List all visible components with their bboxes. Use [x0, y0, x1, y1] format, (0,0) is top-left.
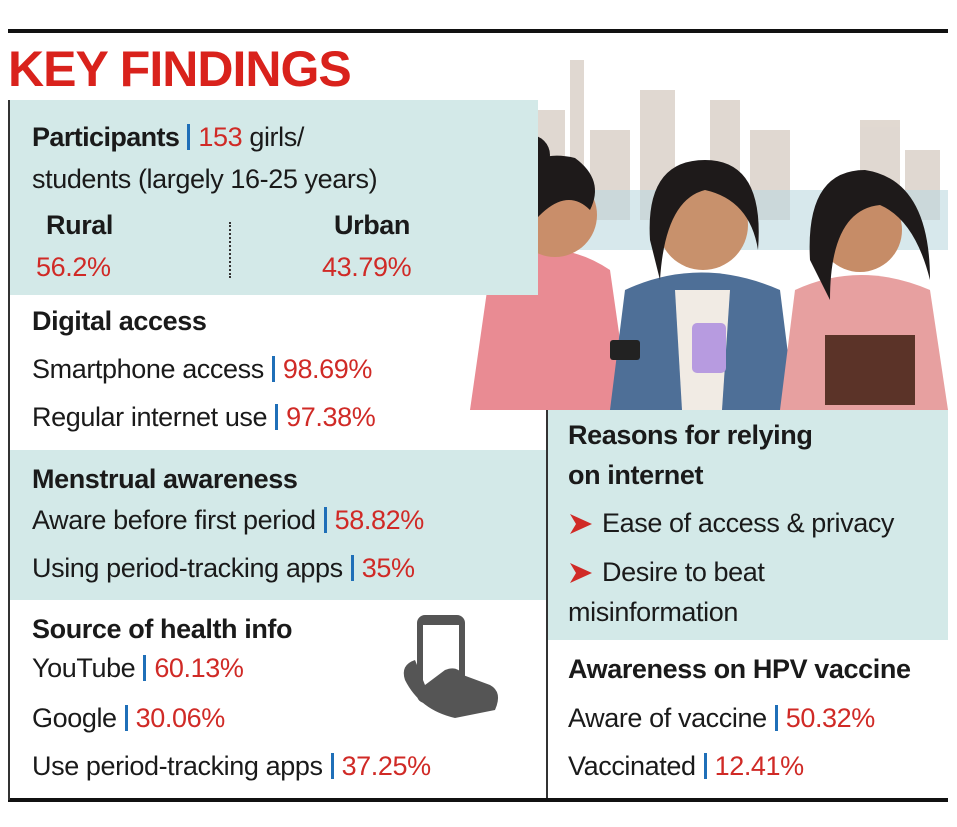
separator	[143, 655, 147, 681]
header-title: KEY FINDINGS	[8, 41, 352, 97]
section-title: Digital access	[32, 306, 207, 336]
item-label: Smartphone access	[32, 354, 264, 384]
participants-title: Participants	[32, 122, 180, 152]
rural-label: Rural	[46, 210, 114, 240]
item-label: Google	[32, 703, 117, 733]
item-label: Using period-tracking apps	[32, 553, 343, 583]
urban-value: 43.79%	[322, 252, 412, 282]
participants-count: 153	[198, 122, 243, 152]
arrow	[570, 514, 592, 534]
item-value: 50.32%	[785, 703, 876, 733]
separator	[275, 404, 279, 430]
section-title: on internet	[568, 460, 704, 490]
separator	[124, 705, 128, 731]
phone-icon	[403, 615, 499, 718]
section-title: Menstrual awareness	[32, 464, 298, 494]
reason-item: Desire to beat	[602, 557, 765, 587]
separator	[187, 124, 191, 150]
bottom-rule	[8, 798, 948, 802]
separator	[330, 753, 334, 779]
left-border	[8, 100, 10, 800]
separator	[350, 555, 354, 581]
separator	[774, 705, 778, 731]
item-value: 12.41%	[714, 751, 805, 781]
participants-description: students (largely 16-25 years)	[32, 164, 378, 194]
top-rule	[8, 29, 948, 33]
item-label: Aware of vaccine	[568, 703, 767, 733]
arrow	[570, 563, 592, 583]
item-label: Use period-tracking apps	[32, 751, 323, 781]
participants-panel	[8, 100, 538, 295]
item-label: YouTube	[32, 653, 136, 683]
item-value: 30.06%	[135, 703, 226, 733]
item-value: 97.38%	[286, 402, 376, 432]
separator	[703, 753, 707, 779]
divider	[229, 222, 231, 278]
item-value: 58.82%	[334, 505, 425, 535]
separator	[271, 356, 275, 382]
item-label: Aware before first period	[32, 505, 316, 535]
reason-item: Ease of access & privacy	[602, 508, 895, 538]
column-divider	[546, 410, 548, 800]
reasons-panel	[548, 410, 948, 640]
item-value: 37.25%	[341, 751, 432, 781]
section-title: Source of health info	[32, 614, 293, 644]
participants-description: girls/	[249, 122, 304, 152]
item-value: 35%	[361, 553, 415, 583]
item-label: Vaccinated	[568, 751, 696, 781]
illustration	[460, 40, 948, 410]
rural-value: 56.2%	[36, 252, 111, 282]
item-label: Regular internet use	[32, 402, 268, 432]
item-value: 98.69%	[282, 354, 373, 384]
item-value: 60.13%	[154, 653, 244, 683]
separator	[323, 507, 327, 533]
section-title: Reasons for relying	[568, 420, 813, 450]
urban-label: Urban	[334, 210, 411, 240]
menstrual-panel	[8, 450, 546, 600]
section-title: Awareness on HPV vaccine	[568, 654, 911, 684]
reason-item: misinformation	[568, 597, 738, 627]
